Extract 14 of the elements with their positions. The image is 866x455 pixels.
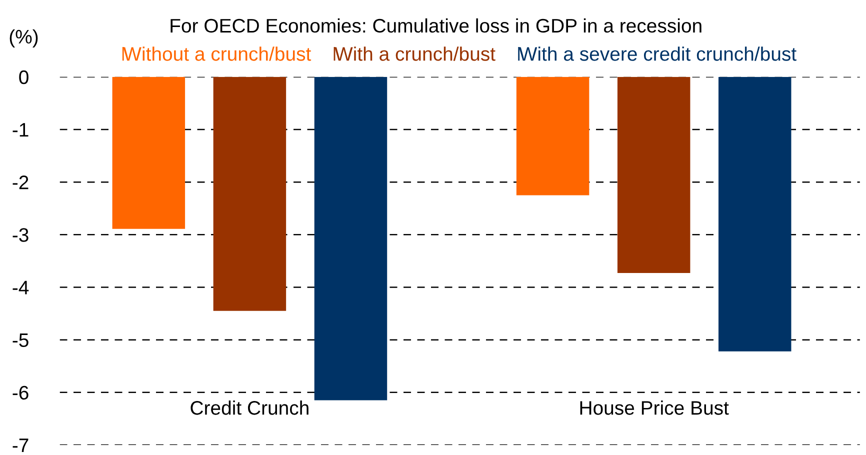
y-tick-label: 0 (19, 70, 28, 84)
chart-title: For OECD Economies: Cumulative loss in GDP in a recession (170, 18, 702, 33)
legend-label: With a severe credit crunch/bust (518, 46, 796, 61)
x-tick-label: House Price Bust (580, 400, 729, 415)
x-tick-label: Credit Crunch (190, 400, 308, 415)
y-axis-title: (%) (10, 29, 38, 48)
y-tick-label: -7 (12, 438, 28, 452)
y-tick-label: -2 (12, 176, 28, 190)
y-tick-label: -5 (12, 333, 28, 348)
y-tick-label: -1 (12, 123, 28, 137)
y-tick-label: -6 (12, 386, 28, 400)
y-tick-label: -3 (12, 228, 28, 242)
y-tick-label: -4 (12, 280, 29, 294)
legend-label: With a crunch/bust (334, 46, 496, 61)
